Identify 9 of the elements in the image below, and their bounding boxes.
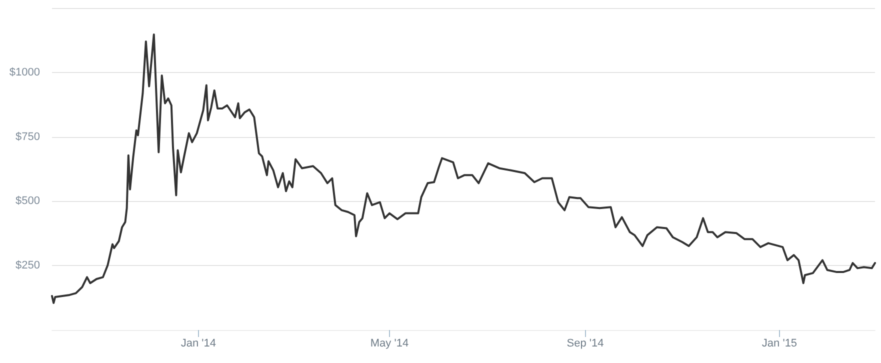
- y-tick-label: $250: [16, 260, 40, 272]
- line-series: [51, 34, 876, 304]
- x-tick-label: Sep '14: [566, 338, 604, 350]
- x-tick-label: May '14: [370, 338, 409, 350]
- y-tick-label: $1000: [9, 66, 40, 78]
- y-tick-label: $750: [16, 130, 40, 143]
- x-tick-label: Jan '15: [762, 338, 798, 350]
- y-tick-label: $500: [16, 195, 40, 208]
- x-tick-label: Jan '14: [180, 338, 216, 350]
